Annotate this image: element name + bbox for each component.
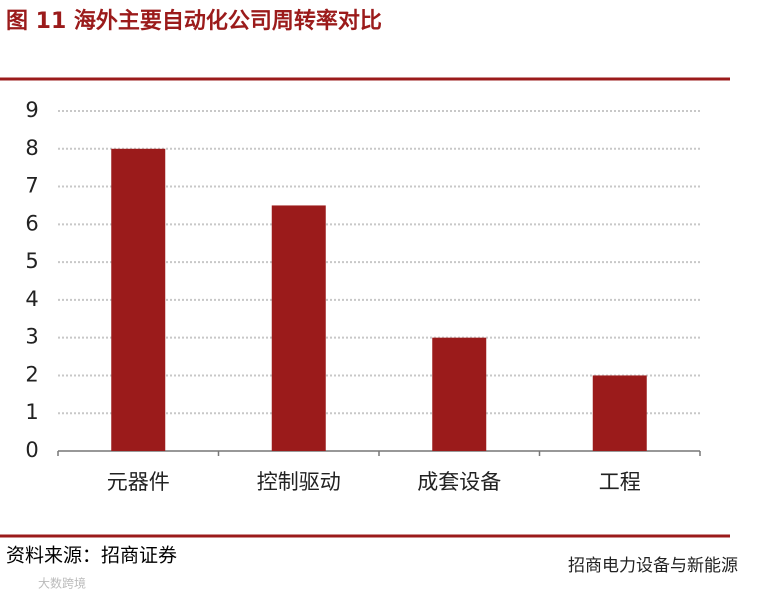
y-tick-label: 2: [25, 362, 38, 386]
x-tick-label: 元器件: [107, 470, 170, 494]
y-tick-label: 8: [25, 136, 38, 160]
y-tick-label: 4: [25, 287, 38, 311]
y-tick-label: 6: [25, 211, 38, 235]
watermark: 招商电力设备与新能源: [568, 556, 738, 576]
source-note: 资料来源：招商证券: [6, 545, 177, 567]
bar: [432, 337, 487, 451]
y-tick-label: 5: [25, 249, 38, 273]
bar: [592, 375, 647, 451]
x-tick-label: 成套设备: [417, 470, 501, 494]
x-tick-label: 工程: [599, 470, 641, 494]
bar: [111, 148, 166, 451]
x-tick-label: 控制驱动: [257, 470, 341, 494]
bar: [271, 205, 326, 451]
y-tick-label: 9: [25, 98, 38, 122]
chart-title: 图 11 海外主要自动化公司周转率对比: [6, 8, 382, 34]
y-tick-label: 0: [25, 438, 38, 462]
y-tick-label: 7: [25, 174, 38, 198]
watermark: 大数跨境: [38, 576, 86, 591]
y-tick-label: 1: [25, 400, 38, 424]
y-tick-label: 3: [25, 325, 38, 349]
